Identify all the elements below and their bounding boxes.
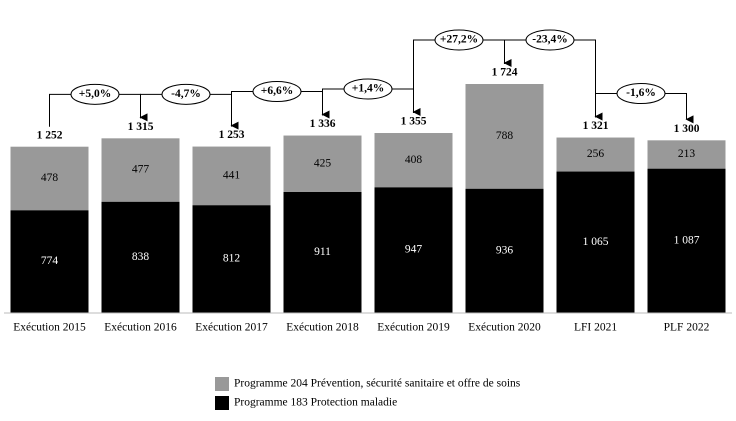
total-label: 1 355 bbox=[401, 116, 427, 128]
x-tick-label: Exécution 2019 bbox=[377, 322, 450, 334]
bar-segment bbox=[10, 210, 89, 313]
value-label: 1 087 bbox=[674, 234, 700, 246]
total-label: 1 315 bbox=[128, 121, 154, 133]
bar-segment bbox=[374, 187, 453, 313]
bar-segment bbox=[556, 171, 635, 313]
legend-swatch bbox=[215, 377, 229, 391]
bar-segment bbox=[647, 140, 726, 169]
bar-segment bbox=[465, 84, 544, 189]
value-label: 478 bbox=[41, 172, 59, 184]
change-bubble bbox=[161, 83, 211, 105]
x-tick-label: Exécution 2020 bbox=[468, 322, 541, 334]
x-tick-label: LFI 2021 bbox=[574, 322, 617, 334]
change-label: -4,7% bbox=[171, 88, 201, 100]
change-bubble bbox=[252, 81, 302, 103]
bar-segment bbox=[283, 191, 362, 313]
x-tick-label: Exécution 2015 bbox=[13, 322, 86, 334]
x-tick-label: PLF 2022 bbox=[664, 322, 710, 334]
value-label: 408 bbox=[405, 154, 423, 166]
total-label: 1 724 bbox=[492, 67, 518, 79]
change-label: +27,2% bbox=[440, 34, 478, 46]
bar-segment bbox=[556, 137, 635, 172]
bar-segment bbox=[283, 135, 362, 192]
value-label: 812 bbox=[223, 253, 241, 265]
bar-segment bbox=[101, 201, 180, 313]
total-label: 1 252 bbox=[37, 129, 63, 141]
bar-segment bbox=[192, 146, 271, 206]
value-label: 256 bbox=[587, 148, 605, 160]
total-label: 1 300 bbox=[674, 123, 700, 135]
value-label: 774 bbox=[41, 255, 59, 267]
legend-swatch bbox=[215, 396, 229, 410]
value-label: 788 bbox=[496, 130, 514, 142]
value-label: 425 bbox=[314, 157, 332, 169]
value-label: 911 bbox=[314, 246, 331, 258]
change-bubble bbox=[343, 78, 393, 100]
total-label: 1 336 bbox=[310, 118, 336, 130]
x-tick-label: Exécution 2018 bbox=[286, 322, 359, 334]
value-label: 477 bbox=[132, 164, 150, 176]
legend-label: Programme 183 Protection maladie bbox=[234, 397, 397, 409]
legend-label: Programme 204 Prévention, sécurité sanit… bbox=[234, 378, 521, 390]
bar-segment bbox=[465, 188, 544, 313]
total-label: 1 253 bbox=[219, 129, 245, 141]
total-label: 1 321 bbox=[583, 120, 609, 132]
change-bubble bbox=[70, 83, 120, 105]
change-label: +6,6% bbox=[261, 85, 293, 97]
change-label: -23,4% bbox=[532, 34, 567, 46]
bar-segment bbox=[10, 146, 89, 211]
bar-segment bbox=[101, 138, 180, 202]
x-tick-label: Exécution 2017 bbox=[195, 322, 268, 334]
change-bubble bbox=[525, 29, 575, 51]
value-label: 213 bbox=[678, 148, 696, 160]
bar-segment bbox=[192, 205, 271, 313]
change-label: +1,4% bbox=[352, 83, 384, 95]
change-bubble bbox=[616, 83, 666, 105]
bar-segment bbox=[374, 133, 453, 188]
change-bubble bbox=[434, 29, 484, 51]
change-label: -1,6% bbox=[626, 87, 656, 99]
change-label: +5,0% bbox=[79, 88, 111, 100]
value-label: 838 bbox=[132, 251, 150, 263]
value-label: 1 065 bbox=[583, 236, 609, 248]
value-label: 441 bbox=[223, 169, 241, 181]
bar-segment bbox=[647, 168, 726, 313]
x-tick-label: Exécution 2016 bbox=[104, 322, 177, 334]
value-label: 947 bbox=[405, 244, 423, 256]
value-label: 936 bbox=[496, 244, 514, 256]
